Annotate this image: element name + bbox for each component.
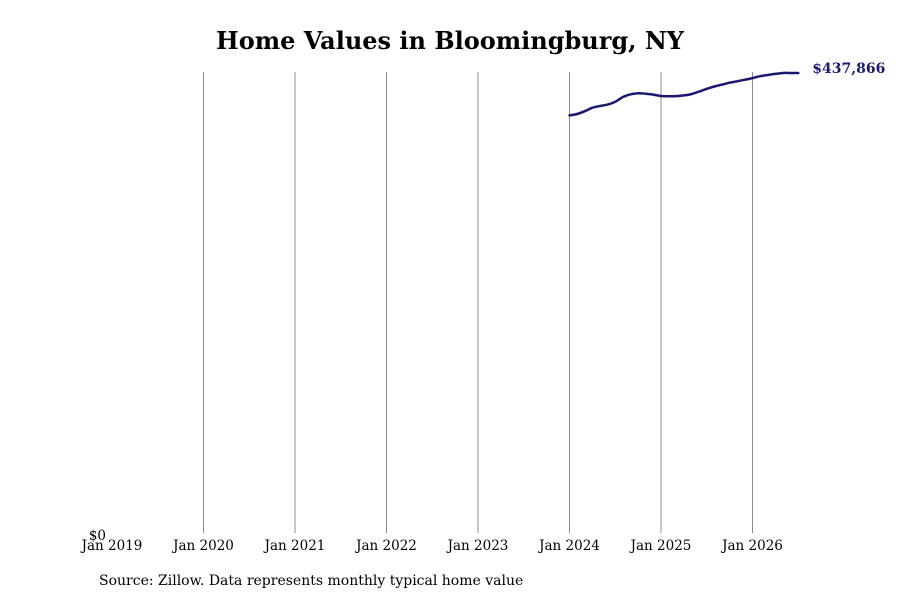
source-note: Source: Zillow. Data represents monthly … bbox=[99, 573, 524, 589]
x-tick-label: Jan 2025 bbox=[629, 538, 692, 554]
x-tick-label: Jan 2026 bbox=[720, 538, 783, 554]
x-axis-ticks: Jan 2019 Jan 2020 Jan 2021 Jan 2022 Jan 2023… bbox=[80, 538, 783, 554]
x-tick-label: Jan 2020 bbox=[171, 538, 234, 554]
x-tick-label: Jan 2021 bbox=[263, 538, 326, 554]
x-tick-label: Jan 2024 bbox=[537, 538, 600, 554]
x-tick-label: Jan 2022 bbox=[354, 538, 417, 554]
y-tick-label: $0 bbox=[89, 528, 106, 544]
x-tick-label: Jan 2019 bbox=[80, 538, 143, 554]
series-line-home-value bbox=[568, 71, 800, 117]
end-value-label: $437,866 bbox=[812, 61, 885, 77]
chart-title: Home Values in Bloomingburg, NY bbox=[216, 26, 684, 55]
x-tick-label: Jan 2023 bbox=[446, 538, 509, 554]
gridlines bbox=[203, 72, 753, 533]
y-axis-ticks: $0 bbox=[89, 528, 106, 544]
